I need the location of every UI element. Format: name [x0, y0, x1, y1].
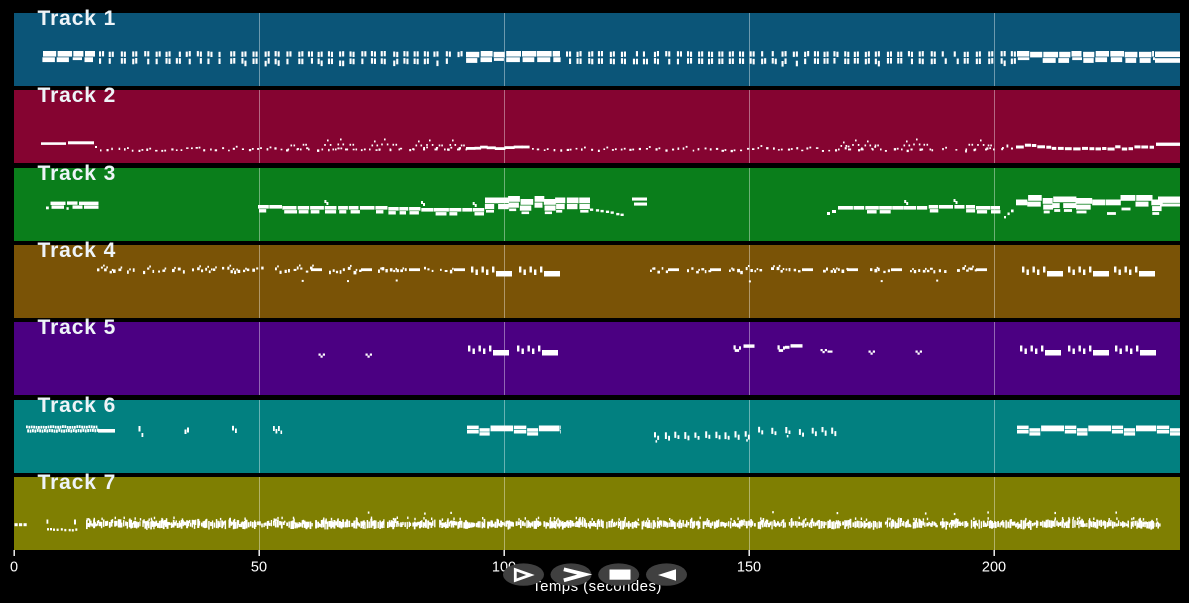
svg-text:Track 3: Track 3	[38, 162, 117, 185]
svg-text:Track 4: Track 4	[38, 239, 117, 262]
svg-text:Track 1: Track 1	[38, 7, 117, 30]
svg-text:Temps (secondes): Temps (secondes)	[532, 578, 662, 595]
svg-text:Track 6: Track 6	[38, 394, 117, 417]
svg-text:Track 2: Track 2	[38, 84, 117, 107]
svg-text:Track 7: Track 7	[38, 471, 117, 494]
svg-text:200: 200	[982, 560, 1006, 576]
svg-text:Track 5: Track 5	[38, 316, 117, 339]
svg-text:0: 0	[10, 560, 18, 576]
svg-text:50: 50	[251, 560, 267, 576]
svg-text:150: 150	[737, 560, 761, 576]
